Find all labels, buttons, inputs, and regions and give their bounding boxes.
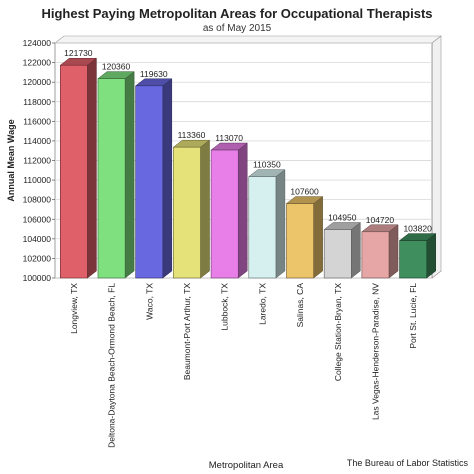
bar-value-label: 119630 — [140, 69, 168, 79]
chart-title: Highest Paying Metropolitan Areas for Oc… — [41, 6, 433, 21]
bar-value-label: 104950 — [328, 213, 357, 223]
bar — [210, 149, 239, 279]
chart-subtitle: as of May 2015 — [202, 23, 272, 34]
bar-side — [351, 222, 361, 279]
bar-side — [124, 71, 135, 279]
y-tick-label: 120000 — [23, 77, 52, 87]
y-tick-label: 106000 — [23, 214, 52, 224]
y-tick-label: 100000 — [23, 273, 52, 283]
bar-value-label: 120360 — [102, 62, 131, 72]
x-tick-label: Waco, TX — [144, 283, 154, 320]
bar-value-label: 103820 — [403, 224, 432, 234]
y-tick-label: 122000 — [23, 58, 52, 68]
bar — [399, 240, 428, 279]
y-tick-label: 104000 — [23, 234, 52, 244]
bar-side — [275, 169, 286, 279]
bar — [59, 64, 88, 279]
bar-side — [237, 142, 248, 279]
source-credit: The Bureau of Labor Statistics — [346, 458, 468, 468]
bar — [248, 176, 277, 279]
plot-top-wall — [54, 35, 442, 44]
bar-side — [162, 78, 173, 279]
x-tick-label: Port St. Lucie, FL — [408, 283, 418, 349]
bar-value-label: 107600 — [290, 187, 319, 197]
bar-value-label: 121730 — [64, 48, 93, 58]
y-tick-label: 124000 — [23, 38, 52, 48]
bar — [323, 229, 352, 279]
bar-side — [388, 224, 399, 279]
bar-value-label: 110350 — [253, 160, 281, 170]
bar — [286, 203, 314, 279]
y-tick-label: 112000 — [23, 156, 51, 166]
x-tick-label: Lubbock, TX — [220, 283, 230, 331]
x-tick-label: Beaumont-Port Arthur, TX — [182, 283, 192, 380]
x-tick-label: Las Vegas-Henderson-Paradise, NV — [370, 283, 380, 420]
bar-value-label: 104720 — [366, 215, 395, 225]
y-tick-label: 118000 — [23, 97, 51, 107]
bar — [173, 146, 201, 279]
y-tick-label: 116000 — [23, 116, 51, 126]
x-axis-title: Metropolitan Area — [209, 460, 284, 471]
y-tick-label: 108000 — [23, 195, 52, 205]
bar-value-label: 113360 — [178, 130, 206, 140]
bar-side — [200, 139, 210, 279]
y-tick-label: 114000 — [23, 136, 51, 146]
bar-side — [426, 233, 436, 279]
x-tick-label: College Station-Bryan, TX — [333, 283, 343, 381]
bar-side — [87, 57, 97, 279]
y-tick-label: 102000 — [23, 253, 52, 263]
bar — [135, 85, 164, 279]
x-tick-label: Longview, TX — [69, 283, 79, 334]
x-tick-label: Laredo, TX — [257, 283, 267, 325]
y-axis-title: Annual Mean Wage — [6, 119, 16, 201]
bar — [361, 231, 390, 279]
y-tick-label: 110000 — [23, 175, 51, 185]
bar-side — [313, 196, 323, 279]
x-tick-label: Salinas, CA — [295, 283, 305, 328]
bar-value-label: 113070 — [215, 133, 243, 143]
x-tick-label: Deltona-Daytona Beach-Ormond Beach, FL — [107, 283, 117, 448]
bar — [97, 78, 126, 279]
